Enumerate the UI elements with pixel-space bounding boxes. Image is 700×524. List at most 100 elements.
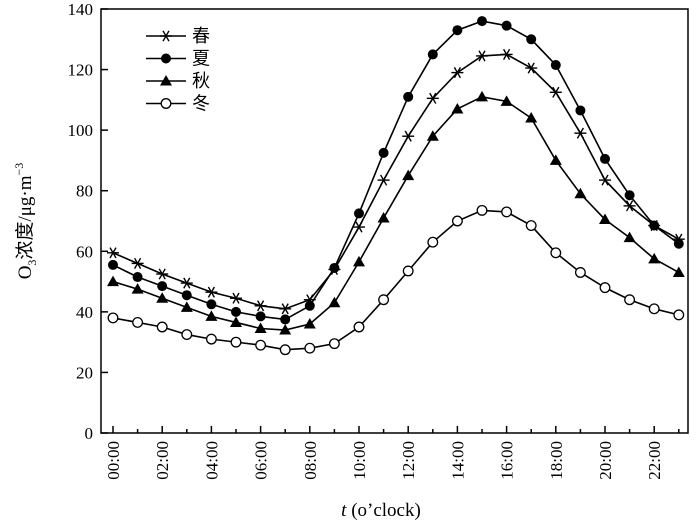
data-point [230, 292, 242, 304]
data-point [575, 105, 586, 116]
legend-label: 夏 [192, 49, 210, 70]
data-point [107, 247, 119, 259]
data-point [328, 338, 340, 350]
y-tick-label: 80 [76, 182, 93, 201]
data-point [231, 306, 241, 317]
data-point [501, 20, 512, 31]
data-point [599, 174, 611, 186]
data-point [477, 16, 487, 27]
plot-frame [100, 8, 689, 434]
y-axis-title-o: O [15, 266, 36, 280]
data-point [279, 303, 292, 315]
data-point [574, 187, 587, 199]
data-point [255, 311, 266, 322]
data-point [254, 322, 267, 334]
data-point [403, 91, 414, 102]
x-tick-label: 02:00 [153, 441, 172, 480]
data-point [599, 282, 611, 294]
legend-label: 春 [192, 26, 210, 47]
y-tick-label: 20 [76, 363, 93, 382]
x-tick-label: 16:00 [498, 441, 517, 480]
data-point [206, 299, 217, 310]
data-point [107, 312, 119, 324]
data-point [500, 95, 513, 106]
data-point [501, 206, 513, 218]
data-point [623, 231, 636, 243]
data-point [574, 267, 586, 278]
data-point [354, 208, 364, 219]
legend-marker [160, 75, 172, 86]
series-line [112, 209, 679, 351]
x-tick-label: 22:00 [645, 441, 664, 480]
data-point [426, 130, 439, 141]
data-point [526, 34, 537, 45]
data-point [205, 310, 218, 321]
data-point [427, 49, 438, 60]
data-point [549, 86, 562, 98]
data-point [279, 324, 292, 335]
data-point [476, 90, 488, 102]
data-point [377, 211, 390, 223]
legend-item: 秋 [146, 71, 210, 92]
x-axis-title: t (o’clock) [341, 500, 421, 521]
data-point [180, 277, 193, 289]
data-point [230, 336, 242, 348]
data-point [205, 333, 217, 345]
data-point [353, 221, 365, 233]
x-tick-label: 18:00 [547, 441, 566, 480]
series-line [112, 95, 680, 331]
data-point [304, 300, 315, 311]
series-line [112, 53, 680, 310]
data-point [131, 257, 144, 269]
data-point [500, 48, 513, 60]
data-point [156, 321, 168, 333]
x-tick-label: 00:00 [104, 441, 123, 480]
data-point [648, 252, 661, 264]
legend-item: 春 [146, 26, 210, 47]
data-point [673, 309, 685, 321]
data-point [426, 92, 439, 104]
axes: 0 20 40 60 80 100 120 140 00:00 02:00 04:00 06:00 08… [68, 0, 680, 480]
data-point [132, 272, 143, 283]
x-axis-title-var: t [341, 500, 347, 521]
data-point [550, 60, 561, 71]
data-point [525, 220, 537, 231]
y-tick-label: 40 [76, 303, 93, 322]
y-tick-label: 60 [76, 242, 93, 261]
data-point [476, 50, 488, 62]
y-tick-label: 140 [68, 0, 94, 19]
data-point [303, 317, 316, 329]
x-tick-label: 06:00 [252, 441, 271, 480]
data-point [402, 169, 415, 181]
legend-label: 冬 [192, 94, 210, 115]
data-point [329, 262, 340, 273]
data-point [108, 259, 118, 270]
data-point [648, 303, 660, 315]
data-point [180, 301, 193, 312]
legend-marker [161, 53, 171, 64]
data-point [623, 200, 636, 212]
y-tick-label: 100 [68, 121, 94, 140]
data-point [156, 292, 169, 303]
data-point [353, 255, 365, 267]
x-tick-label: 08:00 [301, 441, 320, 480]
data-point [378, 294, 390, 306]
x-tick-label: 12:00 [399, 441, 418, 480]
legend-item: 夏 [146, 49, 210, 70]
legend-marker [160, 30, 172, 42]
data-point [599, 213, 611, 224]
data-point [402, 130, 415, 142]
data-point [600, 153, 610, 164]
x-tick-label: 20:00 [596, 441, 615, 480]
data-point [254, 300, 267, 312]
data-point [181, 290, 192, 301]
data-point [280, 314, 291, 325]
legend-label: 秋 [192, 71, 210, 92]
data-point [107, 275, 119, 287]
data-point [156, 268, 169, 280]
data-point [451, 215, 463, 227]
data-point [672, 266, 685, 277]
x-axis-title-unit: (o’clock) [346, 500, 420, 521]
